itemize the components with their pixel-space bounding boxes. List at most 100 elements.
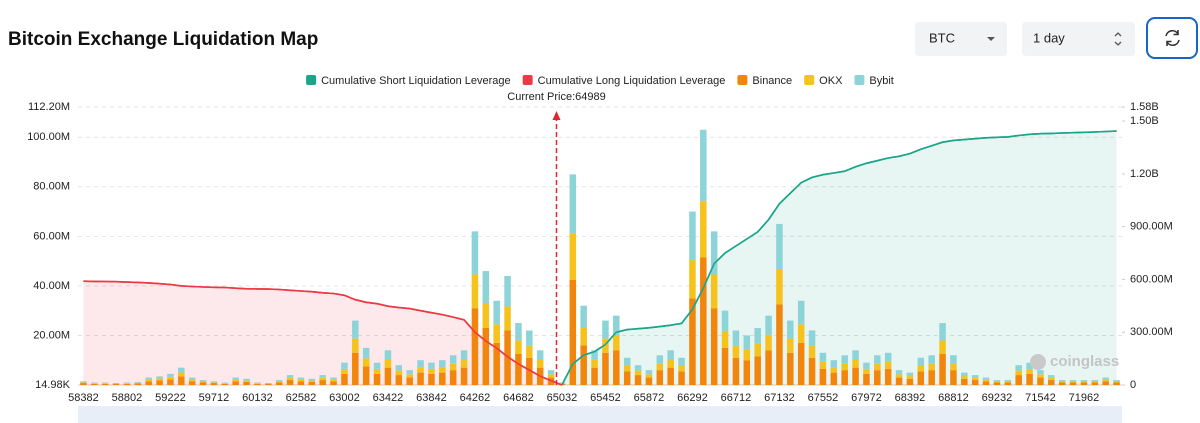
bar-segment [352, 320, 359, 339]
bar-segment [286, 377, 294, 381]
bar-segment [156, 380, 163, 385]
bar-segment [91, 382, 98, 384]
bar-segment [623, 357, 631, 366]
bar-segment [123, 383, 131, 385]
bar-segment [863, 373, 870, 385]
bar-segment [536, 350, 544, 360]
bar-segment [504, 330, 511, 385]
caret [987, 37, 995, 41]
bar-segment [1048, 380, 1055, 385]
bar-segment [1069, 381, 1077, 383]
bar-segment [439, 372, 446, 385]
bar-segment [373, 368, 381, 374]
bar-segment [493, 342, 500, 385]
bar-segment [417, 360, 424, 368]
bar-segment [254, 383, 261, 385]
bar-segment [275, 381, 283, 383]
bar-segment [656, 355, 664, 364]
bar-segment [591, 350, 598, 360]
bar-segment [884, 368, 892, 385]
bar-segment [1080, 381, 1088, 383]
bar-segment [341, 368, 348, 374]
bar-segment [471, 308, 479, 385]
bar-segment [1026, 362, 1033, 369]
bar-segment [906, 372, 914, 377]
legend-marker [737, 75, 748, 85]
bar-segment [700, 201, 707, 258]
bar-segment [167, 376, 174, 380]
bar-segment [178, 376, 185, 385]
bar-segment [80, 382, 87, 384]
bar-segment [623, 365, 631, 372]
bar-segment [776, 269, 783, 305]
bar-segment [982, 377, 990, 380]
bar-segment [286, 380, 294, 385]
x-tick-label: 67552 [808, 392, 839, 404]
bar-segment [482, 302, 490, 329]
bar-segment [145, 379, 152, 382]
bar-segment [319, 380, 326, 385]
y2-tick-label: 1.58B [1130, 101, 1159, 113]
bar-segment [482, 328, 490, 385]
bar-segment [362, 366, 370, 385]
bar-segment [428, 373, 435, 385]
bar-segment [623, 371, 631, 385]
bar-segment [134, 383, 142, 385]
bar-segment [439, 367, 446, 373]
bar-segment [1069, 382, 1077, 385]
y2-tick-label: 300.00M [1130, 326, 1173, 338]
x-tick-label: 58382 [68, 392, 99, 404]
bar-segment [754, 343, 761, 357]
button-frame[interactable] [1146, 17, 1198, 59]
bar-segment [874, 363, 881, 371]
bar-segment [1048, 377, 1055, 381]
bar-segment [591, 359, 598, 368]
y-tick-label: 80.00M [33, 181, 70, 193]
bar-segment [950, 355, 957, 364]
bar-segment [721, 331, 729, 348]
x-tick-label: 64262 [460, 392, 491, 404]
interval-select[interactable]: 1 day [1022, 22, 1135, 56]
select-value[interactable]: 1 day [1033, 30, 1065, 45]
bar-segment [787, 338, 794, 353]
legend-marker [306, 75, 317, 85]
bar-segment [895, 374, 903, 378]
bar-segment [243, 378, 250, 381]
bar-segment [384, 359, 392, 368]
bar-segment [1113, 380, 1120, 382]
select-box[interactable] [1022, 22, 1135, 56]
bar-segment [232, 377, 239, 380]
area-fill [83, 281, 562, 385]
y-tick-label: 40.00M [33, 280, 70, 292]
bar-segment [667, 359, 674, 368]
line-overlay [83, 280, 563, 386]
bar-segment [460, 350, 468, 360]
bar-segment [460, 359, 468, 368]
legend-label: Binance [752, 75, 792, 87]
bar-segment [471, 231, 479, 275]
bar-segment [265, 384, 272, 385]
bar-segment [167, 373, 174, 377]
bar-segment [243, 381, 250, 385]
bar-segment [134, 382, 142, 383]
bar-segment [460, 367, 468, 385]
bar-segment [852, 367, 859, 385]
bar-segment [819, 361, 827, 369]
bar-segment [1015, 375, 1022, 385]
bar-segment [710, 231, 718, 275]
bar-segment [232, 379, 239, 382]
select-value[interactable]: BTC [929, 30, 955, 45]
bar-segment [645, 370, 653, 375]
bar-segment [841, 370, 848, 385]
bar-segment [384, 367, 392, 385]
bar-segment [1058, 380, 1066, 382]
bar-segment [743, 349, 751, 361]
symbol-select[interactable]: BTC [915, 22, 1007, 56]
x-tick-label: 58802 [112, 392, 143, 404]
refresh-button[interactable] [1146, 17, 1198, 59]
x-tick-label: 63422 [373, 392, 404, 404]
bar-segment [808, 345, 816, 358]
zoom-slider[interactable] [78, 406, 1122, 423]
bar-segment [101, 382, 109, 384]
select-box[interactable] [915, 22, 1007, 56]
